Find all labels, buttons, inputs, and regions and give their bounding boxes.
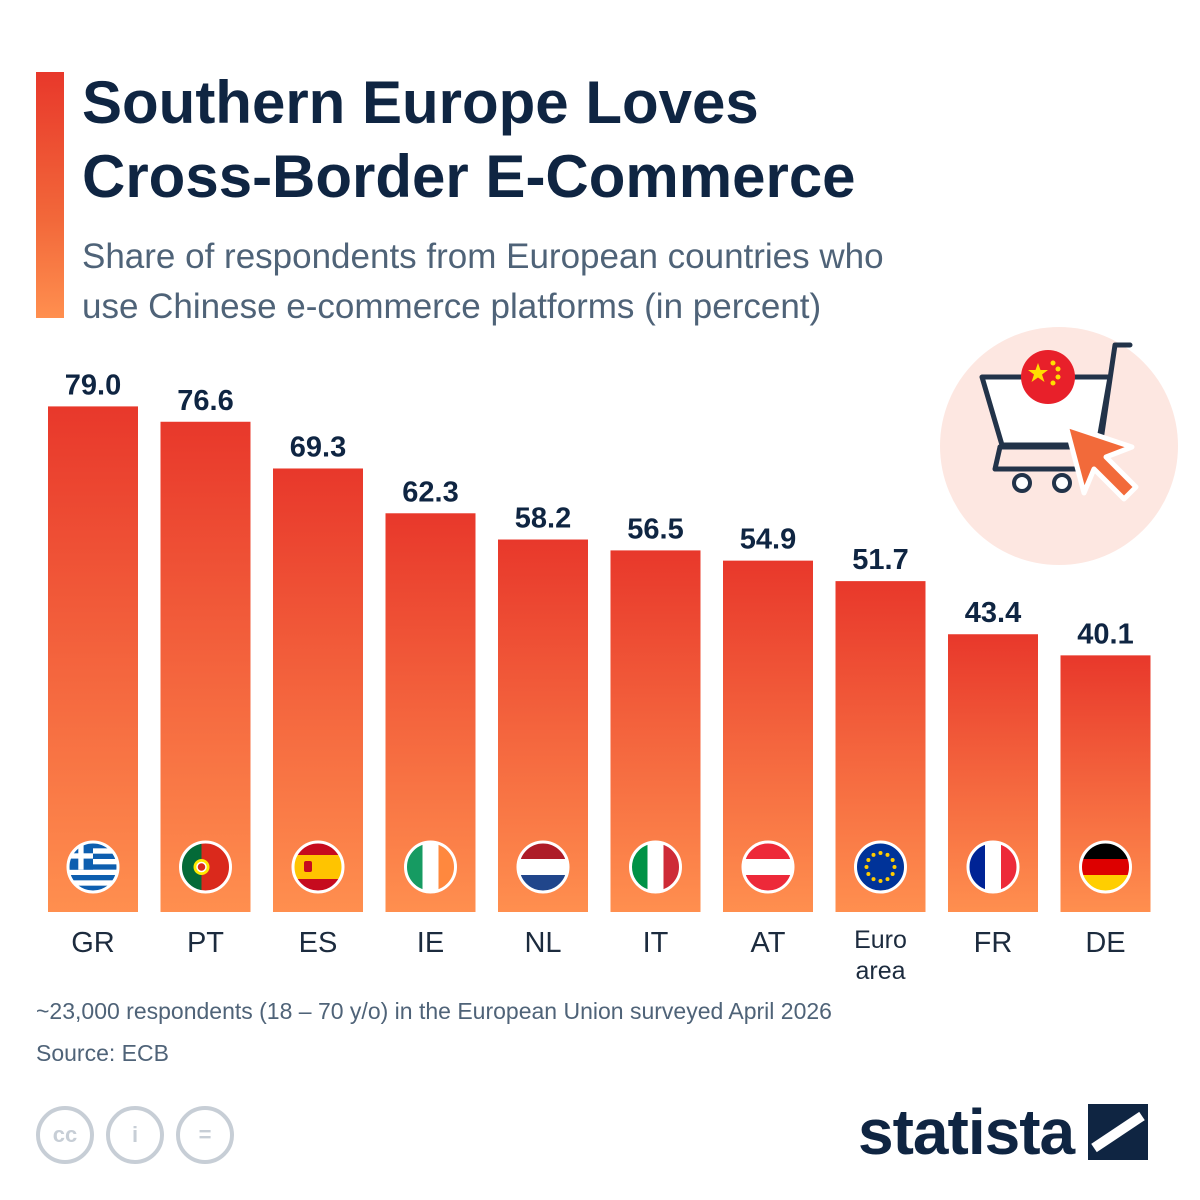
category-label: AT <box>751 927 786 959</box>
flag-ring <box>291 840 345 894</box>
flag-ring <box>179 840 232 894</box>
flag-ring <box>404 840 457 894</box>
bar-value-label: 62.3 <box>402 476 458 508</box>
italy-flag-icon <box>631 843 680 891</box>
austria-flag-icon <box>744 843 792 891</box>
title-accent-bar <box>36 72 64 318</box>
germany-flag-icon <box>1081 843 1130 891</box>
source-note: Source: ECB <box>36 1040 169 1066</box>
netherlands-flag-icon <box>519 843 567 891</box>
bar-value-label: 69.3 <box>290 431 346 463</box>
flag-ring <box>966 840 1020 894</box>
page-subtitle: Share of respondents from European count… <box>82 232 1082 332</box>
bar <box>160 421 251 912</box>
flag-ring <box>516 840 570 894</box>
cc-icon: cc <box>36 1106 94 1164</box>
flag-ring <box>629 840 682 894</box>
flag-ring <box>1079 840 1132 894</box>
shopping-cart-icon <box>979 342 1139 502</box>
survey-note: ~23,000 respondents (18 – 70 y/o) in the… <box>36 998 832 1024</box>
flag-ring <box>854 840 907 894</box>
bar-value-label: 58.2 <box>515 503 571 535</box>
bar <box>48 406 138 912</box>
greece-flag-icon <box>69 843 117 891</box>
category-label: IE <box>417 927 444 959</box>
ireland-flag-icon <box>406 843 455 891</box>
category-label: Euro area <box>854 926 907 985</box>
subtitle-line-1: Share of respondents from European count… <box>82 237 884 276</box>
category-label: GR <box>71 927 115 959</box>
bar-value-label: 79.0 <box>65 369 121 401</box>
flag-ring <box>66 840 120 894</box>
bar-value-label: 56.5 <box>627 513 683 545</box>
category-label: PT <box>187 927 224 959</box>
cursor-arrow-icon <box>1063 422 1139 502</box>
bar-value-label: 51.7 <box>852 544 908 576</box>
title-line-2: Cross-Border E-Commerce <box>82 143 856 210</box>
category-label: DE <box>1085 927 1125 959</box>
bar-value-label: 43.4 <box>965 597 1021 629</box>
bar-value-label: 40.1 <box>1077 618 1133 650</box>
page-title: Southern Europe Loves Cross-Border E-Com… <box>82 66 1162 214</box>
bar-value-label: 76.6 <box>177 385 233 417</box>
title-line-1: Southern Europe Loves <box>82 69 759 136</box>
category-label: IT <box>643 927 669 959</box>
spain-flag-icon <box>294 843 342 891</box>
subtitle-line-2: use Chinese e-commerce platforms (in per… <box>82 287 822 326</box>
statista-logo-icon <box>1088 1104 1149 1160</box>
france-flag-icon <box>969 843 1017 891</box>
statista-logo[interactable]: statista <box>858 1092 1149 1172</box>
shopping-cart-badge <box>940 327 1178 565</box>
eu-flag-icon <box>856 843 905 891</box>
bar <box>273 468 363 912</box>
category-label: ES <box>299 927 338 959</box>
bar-chart: 79.0 GR 76.6 PT 69.3 ES 62.3 IE 58.2 NL 56.5 IT 54.9… <box>48 369 1151 985</box>
category-label: FR <box>974 927 1013 959</box>
license-icons: cc i = <box>36 1106 234 1164</box>
china-flag-icon <box>1021 350 1075 404</box>
no-derivatives-icon: = <box>176 1106 234 1164</box>
flag-ring <box>741 840 795 894</box>
bar-value-label: 54.9 <box>740 524 796 556</box>
statista-wordmark: statista <box>858 1096 1075 1168</box>
attribution-icon: i <box>106 1106 164 1164</box>
category-label: NL <box>524 927 561 959</box>
